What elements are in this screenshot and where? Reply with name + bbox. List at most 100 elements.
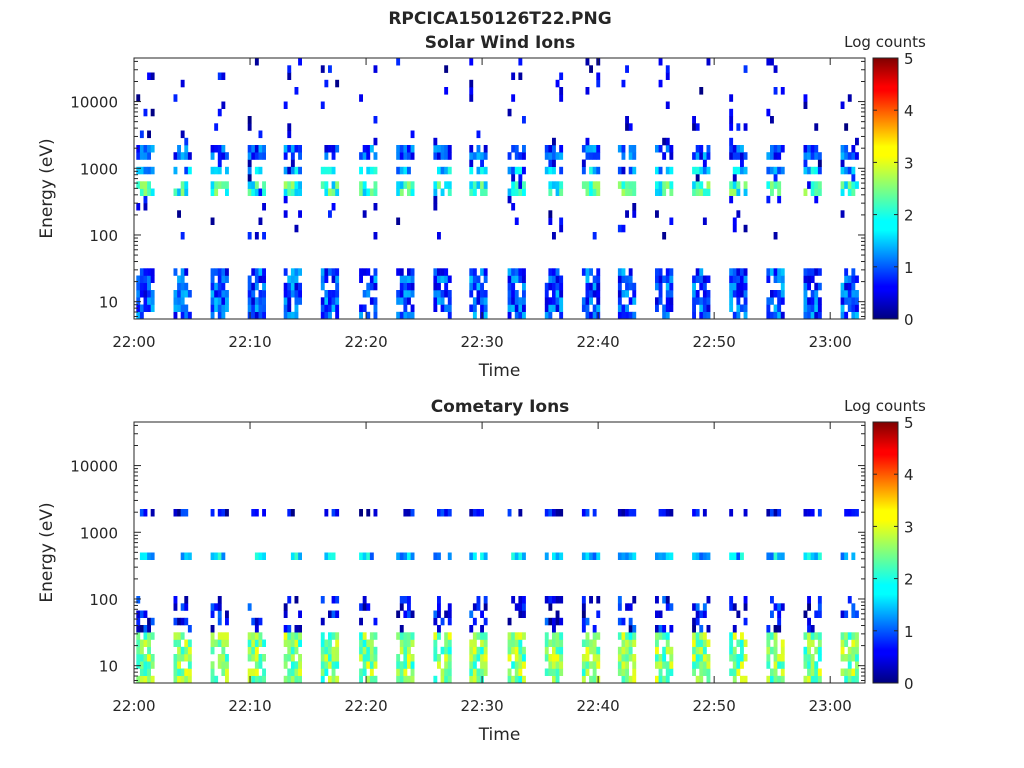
heatmap-cell: [373, 617, 378, 626]
heatmap-cell: [476, 166, 481, 175]
heatmap-cell: [221, 268, 226, 276]
heatmap-cell: [632, 188, 637, 196]
heatmap-cell: [807, 311, 811, 320]
heatmap-cell: [221, 552, 226, 560]
heatmap-cell: [258, 297, 263, 305]
heatmap-cell: [283, 290, 288, 298]
heatmap-cell: [803, 661, 808, 669]
heatmap-cell: [628, 188, 633, 196]
heatmap-cell: [399, 275, 404, 283]
heatmap-cell: [440, 646, 445, 655]
heatmap-cell: [433, 275, 438, 283]
heatmap-cell: [729, 668, 734, 676]
heatmap-cell: [844, 675, 849, 684]
heatmap-cell: [743, 282, 748, 291]
heatmap-cell: [729, 552, 734, 560]
heatmap-cell: [433, 646, 438, 655]
heatmap-cell: [150, 108, 155, 117]
heatmap-cell: [150, 145, 155, 153]
heatmap-cell: [773, 65, 778, 73]
heatmap-cell: [298, 654, 302, 662]
heatmap-cell: [511, 646, 516, 655]
heatmap-cell: [847, 297, 852, 305]
heatmap-cell: [807, 509, 811, 517]
heatmap-cell: [552, 152, 556, 160]
heatmap-cell: [699, 311, 704, 320]
heatmap-cell: [695, 617, 700, 626]
heatmap-cell: [814, 290, 819, 298]
y-tick-label: 1000: [80, 524, 118, 542]
heatmap-cell: [433, 188, 438, 196]
heatmap-cell: [331, 552, 336, 560]
heatmap-cell: [847, 596, 852, 604]
heatmap-cell: [331, 203, 336, 211]
heatmap-cell: [559, 596, 564, 604]
heatmap-cell: [518, 152, 523, 160]
heatmap-cell: [662, 596, 667, 604]
heatmap-cell: [136, 203, 141, 211]
heatmap-cell: [294, 311, 299, 320]
heatmap-cell: [287, 166, 292, 175]
heatmap-cell: [362, 181, 367, 189]
heatmap-cell: [247, 159, 252, 167]
heatmap-cell: [692, 552, 696, 560]
heatmap-cell: [669, 166, 674, 175]
heatmap-cell: [480, 181, 484, 189]
heatmap-cell: [589, 268, 593, 276]
heatmap-cell: [699, 610, 704, 618]
heatmap-cell: [258, 654, 263, 662]
heatmap-cell: [514, 188, 519, 196]
heatmap-cell: [403, 290, 408, 298]
heatmap-cell: [294, 675, 299, 684]
heatmap-cell: [855, 668, 859, 676]
heatmap-cell: [483, 181, 488, 189]
heatmap-cell: [324, 188, 329, 196]
heatmap-cell: [548, 603, 553, 611]
heatmap-cell: [180, 668, 185, 676]
heatmap-cell: [844, 290, 849, 298]
heatmap-cell: [359, 166, 363, 175]
heatmap-cell: [810, 668, 815, 676]
heatmap-cell: [403, 552, 408, 560]
heatmap-cell: [403, 282, 408, 291]
heatmap-cell: [483, 654, 488, 662]
heatmap-cell: [632, 210, 637, 218]
heatmap-cell: [335, 79, 340, 88]
heatmap-cell: [399, 675, 404, 684]
heatmap-cell: [507, 617, 512, 626]
heatmap-cell: [483, 145, 488, 153]
heatmap-cell: [320, 675, 325, 684]
heatmap-cell: [665, 297, 670, 305]
heatmap-cell: [780, 311, 785, 320]
heatmap-cell: [507, 290, 512, 298]
heatmap-cell: [851, 646, 856, 655]
heatmap-cell: [433, 282, 438, 291]
heatmap-cell: [328, 552, 332, 560]
heatmap-cell: [810, 304, 815, 312]
heatmap-cell: [447, 632, 452, 640]
heatmap-cell: [320, 304, 325, 312]
heatmap-cell: [740, 268, 744, 276]
colorbar-tick-label: 3: [904, 154, 914, 172]
heatmap-cell: [807, 282, 811, 291]
heatmap-cell: [514, 217, 519, 225]
heatmap-cell: [665, 661, 670, 669]
heatmap-cell: [225, 632, 229, 640]
heatmap-cell: [262, 188, 266, 196]
heatmap-cell: [669, 275, 674, 283]
heatmap-cell: [359, 311, 363, 320]
heatmap-cell: [180, 282, 185, 291]
heatmap-cell: [702, 311, 707, 320]
heatmap-cell: [699, 625, 704, 633]
heatmap-cell: [777, 675, 782, 684]
heatmap-cell: [847, 654, 852, 662]
y-tick-label: 10000: [70, 458, 118, 476]
heatmap-cell: [440, 188, 445, 196]
heatmap-cell: [621, 675, 626, 684]
heatmap-cell: [251, 181, 256, 189]
heatmap-cell: [585, 646, 590, 655]
heatmap-cell: [283, 610, 288, 618]
heatmap-cell: [247, 654, 252, 662]
heatmap-cell: [254, 58, 259, 66]
heatmap-cell: [621, 275, 626, 283]
